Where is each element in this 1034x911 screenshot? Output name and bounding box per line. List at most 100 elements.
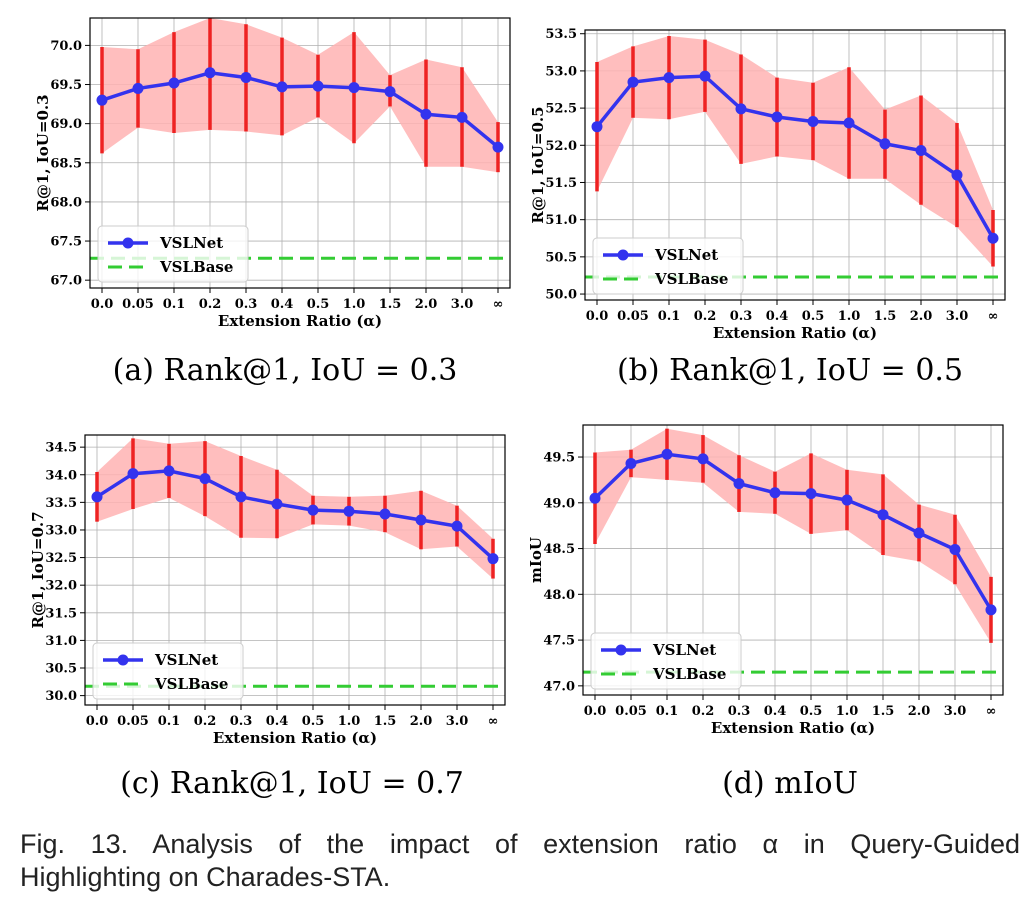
plot-frame: [84, 434, 506, 706]
data-point: [204, 67, 216, 79]
y-tick-label: 34.5: [45, 441, 77, 456]
y-tick-label: 52.0: [545, 139, 577, 154]
data-point: [456, 111, 468, 123]
x-tick-label: 0.5: [802, 309, 825, 324]
y-tick-label: 53.0: [545, 64, 577, 79]
x-tick-label: 0.2: [692, 704, 715, 719]
plot-frame: [582, 424, 1004, 696]
data-point: [807, 115, 819, 127]
data-point: [985, 604, 997, 616]
y-axis-label: R@1, IoU=0.3: [34, 94, 52, 211]
legend-series-marker: [117, 654, 129, 666]
data-point: [163, 465, 175, 477]
data-point: [843, 117, 855, 129]
x-tick-label: 1.0: [338, 714, 361, 729]
legend-series-marker: [122, 237, 134, 249]
data-point: [879, 138, 891, 150]
data-point: [841, 494, 853, 506]
legend-series-marker: [615, 644, 627, 656]
x-tick-label: 0.05: [615, 704, 647, 719]
data-point: [625, 457, 637, 469]
data-point: [312, 80, 324, 92]
x-tick-label: 2.0: [910, 309, 933, 324]
data-point: [384, 86, 396, 98]
legend: VSLNet VSLBase: [97, 225, 249, 283]
y-tick-label: 30.5: [45, 662, 77, 677]
x-tick-label: 0.3: [230, 714, 253, 729]
x-tick-label: 0.0: [586, 309, 609, 324]
legend-label-vslnet: VSLNet: [652, 641, 716, 659]
data-point: [96, 94, 108, 106]
x-tick-label: ∞: [986, 704, 997, 719]
data-point: [805, 488, 817, 500]
legend-label-vslnet: VSLNet: [159, 234, 223, 252]
data-point: [771, 111, 783, 123]
data-point: [307, 504, 319, 516]
caption-line-2: Highlighting on Charades-STA.: [20, 862, 391, 892]
y-axis-label: mIoU: [527, 537, 545, 583]
data-point: [589, 492, 601, 504]
subplot-a: 67.0 67.5 68.0 68.5 69.0 69.5 70.0 0.0 0.05 0.1 0.…: [34, 17, 511, 330]
confidence-band: [597, 36, 993, 267]
x-axis-label: Extension Ratio (α): [713, 324, 877, 342]
legend-series-marker: [617, 249, 629, 261]
y-tick-label: 48.0: [543, 588, 575, 603]
x-tick-label: 0.05: [117, 714, 149, 729]
subcaption-a: (a) Rank@1, IoU = 0.3: [113, 353, 458, 388]
subcaption-c: (c) Rank@1, IoU = 0.7: [120, 766, 464, 801]
x-tick-label: 2.0: [908, 704, 931, 719]
y-tick-label: 32.0: [45, 579, 77, 594]
x-tick-label: 0.5: [800, 704, 823, 719]
y-tick-label: 52.5: [545, 102, 577, 117]
x-tick-label: 0.2: [199, 297, 222, 312]
series-line: [593, 452, 993, 611]
data-point: [91, 491, 103, 503]
data-point: [949, 543, 961, 555]
data-point: [877, 509, 889, 521]
x-tick-label: 1.0: [838, 309, 861, 324]
legend-label-vslbase: VSLBase: [654, 270, 728, 288]
x-tick-label: ∞: [988, 309, 999, 324]
y-tick-label: 31.0: [45, 634, 77, 649]
x-tick-label: 1.5: [379, 297, 402, 312]
data-point: [735, 103, 747, 115]
data-point: [663, 72, 675, 84]
legend-label-vslnet: VSLNet: [654, 246, 718, 264]
subplot-b: 50.0 50.5 51.0 51.5 52.0 52.5 53.0 53.5 0.0 0.05 0…: [529, 27, 1006, 342]
subcaption-b: (b) Rank@1, IoU = 0.5: [617, 353, 963, 388]
x-tick-label: 0.1: [158, 714, 181, 729]
y-tick-label: 32.5: [45, 551, 77, 566]
data-point: [168, 77, 180, 89]
data-point: [127, 468, 139, 480]
data-point: [697, 453, 709, 465]
y-axis-label: R@1, IoU=0.7: [29, 511, 47, 628]
subplot-d: 47.0 47.5 48.0 48.5 49.0 49.5 0.0 0.05 0.1 0.2 0.3…: [527, 424, 1004, 737]
series-line: [101, 71, 500, 149]
y-tick-label: 31.5: [45, 606, 77, 621]
y-tick-label: 47.0: [543, 679, 575, 694]
x-tick-label: 2.0: [410, 714, 433, 729]
data-point: [420, 108, 432, 120]
data-point: [661, 448, 673, 460]
data-point: [733, 478, 745, 490]
y-axis-label: R@1, IoU=0.5: [529, 106, 547, 223]
y-tick-label: 48.5: [543, 542, 575, 557]
x-tick-label: 0.0: [91, 297, 114, 312]
x-tick-label: 0.3: [728, 704, 751, 719]
x-tick-label: 0.5: [307, 297, 330, 312]
x-tick-label: 0.1: [658, 309, 681, 324]
plot-frame: [89, 17, 511, 289]
data-point: [276, 81, 288, 93]
x-tick-label: ∞: [488, 714, 499, 729]
plot-frame: [584, 29, 1006, 301]
legend-label-vslbase: VSLBase: [652, 665, 726, 683]
x-tick-label: 3.0: [946, 309, 969, 324]
y-tick-label: 33.5: [45, 496, 77, 511]
y-tick-label: 67.5: [50, 235, 82, 250]
x-tick-label: 0.0: [86, 714, 109, 729]
y-tick-label: 49.5: [543, 451, 575, 466]
legend-label-vslbase: VSLBase: [154, 675, 228, 693]
data-point: [492, 141, 504, 153]
y-tick-label: 70.0: [50, 39, 82, 54]
y-tick-label: 69.0: [50, 117, 82, 132]
